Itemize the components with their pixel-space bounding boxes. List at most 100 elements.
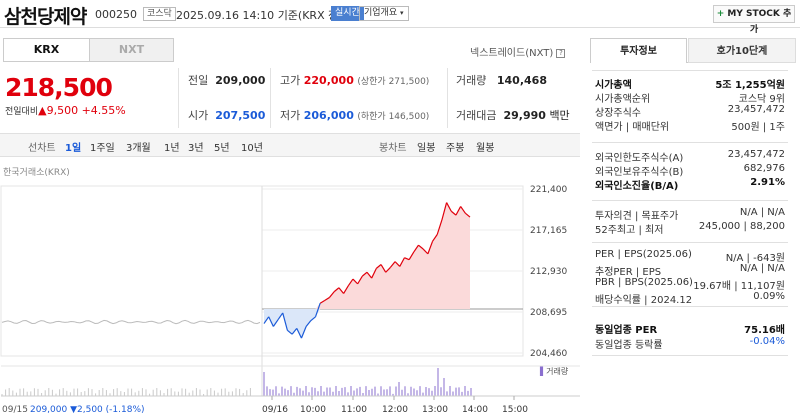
info-row-value: N/A | -643원 [725,253,785,264]
price-segment [455,206,462,216]
stock-title: 삼천당제약 [4,6,87,28]
price-segment [272,319,279,327]
tab-krx[interactable]: KRX [4,39,89,61]
price-segment [263,316,270,324]
tab-invest-info[interactable]: 투자정보 [590,38,687,63]
info-row-value: 2.91% [750,177,785,188]
info-row-value: 코스닥 9위 [738,94,785,105]
info-row-label: 시가총액 [595,80,632,91]
info-row-label: 상장주식수 [595,108,641,119]
chevron-down-icon: ▾ [400,9,404,17]
info-row-value: 245,000 | 88,200 [698,221,785,232]
info-row-label: PBR | BPS(2025.06) [595,277,693,288]
top-bar: 삼천당제약 000250 코스닥 2025.09.16 14:10 기준(KRX… [0,0,800,35]
period-1y[interactable]: 1년 [164,143,180,154]
up-triangle-icon: ▲ [38,104,47,117]
price-segment [441,202,448,221]
price-segment [371,268,377,279]
help-icon: ? [556,48,566,58]
price-segment [432,234,438,242]
info-divider [592,200,788,201]
candle-daily[interactable]: 일봉 [417,143,436,154]
info-row: 배당수익률 | 2024.12 0.09% [595,291,785,306]
info-row-label: 외국인한도주식수(A) [595,153,684,164]
tab-orderbook[interactable]: 호가10단계 [688,38,796,63]
price-segment [277,312,284,321]
info-row-value: 23,457,472 [727,104,785,115]
price-segment [394,261,401,267]
volume-label: ▌거래량 [539,366,569,376]
period-1d[interactable]: 1일 [65,143,82,154]
info-row: 투자의견 | 목표주가 N/A | N/A [595,207,785,222]
nxt-reference[interactable]: 넥스트레이드(NXT) ? [470,44,566,59]
y-tick-label: 221,400 [530,185,567,195]
candle-weekly[interactable]: 주봉 [446,143,465,154]
period-10y[interactable]: 10년 [241,143,263,154]
period-3m[interactable]: 3개월 [126,143,151,154]
price-segment [343,285,349,294]
plus-icon: + [716,9,725,19]
info-row-label: 동일업종 PER [595,325,658,336]
info-row: 외국인한도주식수(A) 23,457,472 [595,149,785,164]
info-row-value: N/A | N/A [739,207,785,218]
candle-chart-label: 봉차트 [379,143,407,154]
corp-info-dropdown[interactable]: 기업개요 ▾ [359,6,409,21]
info-row: PER | EPS(2025.06) N/A | -643원 [595,249,785,264]
candle-monthly[interactable]: 월봉 [476,143,495,154]
period-3y[interactable]: 3년 [188,143,204,154]
period-1w[interactable]: 1주일 [90,143,115,154]
exchange-tabs: KRX NXT [3,38,174,62]
info-row-label: 외국인소진율(B/A) [595,181,679,192]
period-bar: 선차트 1일 1주일 3개월 1년 3년 5년 10년 봉차트 일봉 주봉 월봉 [0,133,580,157]
info-row: 액면가 | 매매단위 500원 | 1주 [595,118,785,133]
stat-low: 저가 206,000 (하한가 146,500) [280,109,430,122]
x-tick-label: 12:00 [382,405,408,415]
info-divider [592,306,788,307]
info-row: 추정PER | EPS N/A | N/A [595,263,785,278]
info-row-value: 19.67배 | 11,107원 [693,281,785,292]
x-tick-label: 14:00 [462,405,488,415]
realtime-badge[interactable]: 실시간 [331,6,364,21]
stat-volume: 거래량 140,468 [456,74,547,87]
price-segment [329,291,335,298]
info-row-value: 0.09% [753,291,785,302]
my-stock-add-button[interactable]: + MY STOCK 추가 [713,5,795,35]
price-change: 전일대비▲9,500 +4.55% [5,104,126,117]
stat-high: 고가 220,000 (상한가 271,500) [280,74,430,87]
tab-nxt[interactable]: NXT [89,39,173,61]
price-segment [296,328,302,339]
price-segment [413,244,419,253]
stat-prev: 전일 209,000 [188,74,266,87]
price-segment [389,261,396,268]
info-row: 상장주식수 23,457,472 [595,104,785,119]
price-segment [300,326,307,339]
price-segment [357,275,363,285]
info-tabs: 투자정보 호가10단계 [590,38,796,63]
info-row-label: 배당수익률 | 2024.12 [595,295,693,306]
info-row: 시가총액순위 코스닥 9위 [595,90,785,105]
info-row-value: 75.16배 [744,325,785,336]
price-segment [324,296,330,301]
info-row: 외국인보유주식수(B) 682,976 [595,163,785,178]
period-5y[interactable]: 5년 [214,143,230,154]
price-segment [418,244,424,250]
info-divider [592,242,788,243]
price-segment [380,264,387,273]
price-segment [385,267,391,273]
price-segment [287,329,293,335]
price-segment [436,219,443,235]
chart-source: 한국거래소(KRX) [3,167,70,178]
info-row-value: 682,976 [743,163,785,174]
price-segment [464,212,471,218]
price-segment [446,202,452,212]
datetime: 2025.09.16 14:10 기준(KRX 장중) [176,9,353,22]
prev-day-date: 09/15 [2,405,28,415]
x-tick-label: 11:00 [341,405,367,415]
price-chart[interactable]: 한국거래소(KRX) 221,400 217,165 212,930 208,695 2… [0,160,580,419]
info-row: 52주최고 | 최저 245,000 | 88,200 [595,221,785,236]
info-row: 동일업종 등락률 -0.04% [595,336,785,351]
stock-code: 000250 [95,8,137,21]
price-segment [422,248,429,255]
x-tick-label: 09/16 [262,405,288,415]
info-divider [592,142,788,143]
